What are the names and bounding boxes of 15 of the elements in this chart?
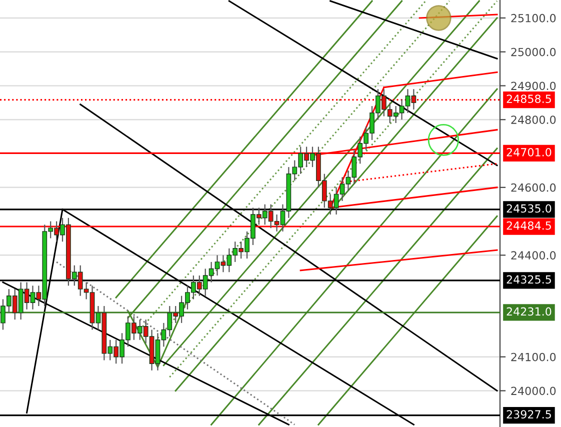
ref-line-label: 24484.5 <box>506 221 551 230</box>
y-tick-label: 24600.0 <box>511 183 556 192</box>
y-tick-label: 24800.0 <box>511 116 556 124</box>
ref-line-label: 24325.5 <box>506 275 551 284</box>
ref-line-label: 24535.0 <box>506 204 552 213</box>
y-tick-label: 24900.0 <box>511 82 556 90</box>
y-tick-label: 24400.0 <box>511 251 556 260</box>
y-tick-label: 24100.0 <box>511 352 556 362</box>
y-tick-label: 25000.0 <box>511 48 556 56</box>
ref-line-label: 24701.0 <box>506 148 552 156</box>
ref-line-label: 23927.5 <box>506 410 551 419</box>
y-tick-label: 24000.0 <box>511 386 556 396</box>
ref-line-label: 24231.0 <box>506 307 552 316</box>
ref-line-label: 24858.5 <box>506 94 551 104</box>
y-tick-label: 25100.0 <box>511 14 556 22</box>
